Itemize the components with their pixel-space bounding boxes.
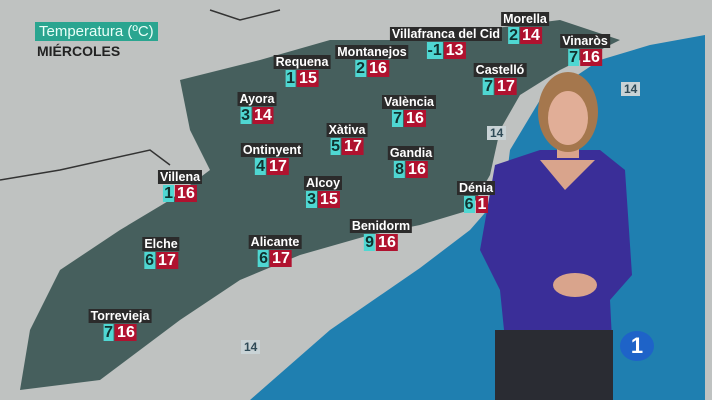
min-temp: 6 xyxy=(463,196,475,213)
city-name: València xyxy=(381,95,437,109)
city-name: Castelló xyxy=(473,63,527,77)
map-title: Temperatura (ºC) xyxy=(35,22,158,41)
min-temp: 1 xyxy=(163,185,175,202)
city-name: Alicante xyxy=(248,235,302,249)
max-temp: 16 xyxy=(367,60,389,77)
city-forecast: Requena 1 15 xyxy=(273,55,331,87)
min-temp: -1 xyxy=(426,42,443,59)
min-temp: 3 xyxy=(240,107,252,124)
max-temp: 16 xyxy=(376,234,398,251)
city-name: Benidorm xyxy=(349,219,413,233)
city-name: Requena xyxy=(273,55,331,69)
city-forecast: Alicante 6 17 xyxy=(248,235,302,267)
min-temp: 4 xyxy=(255,158,267,175)
channel-logo: 1 xyxy=(620,331,654,361)
max-temp: 17 xyxy=(270,250,292,267)
city-forecast: Castelló 7 17 xyxy=(473,63,527,95)
max-temp: 1 xyxy=(475,196,489,213)
min-temp: 1 xyxy=(285,70,297,87)
city-name: Gandia xyxy=(387,146,435,160)
min-temp: 5 xyxy=(330,138,342,155)
min-temp: 9 xyxy=(364,234,376,251)
city-forecast: Villafranca del Cid -1 13 xyxy=(389,27,503,59)
max-temp: 16 xyxy=(175,185,197,202)
city-forecast: Dénia 6 1 xyxy=(456,181,496,213)
city-name: Ayora xyxy=(237,92,277,106)
city-name: Vinaròs xyxy=(560,34,610,48)
min-temp: 6 xyxy=(144,252,156,269)
city-name: Elche xyxy=(142,237,180,251)
min-temp: 7 xyxy=(103,324,115,341)
city-forecast: Ayora 3 14 xyxy=(237,92,277,124)
max-temp: 15 xyxy=(318,191,340,208)
city-forecast: Montanejos 2 16 xyxy=(335,45,409,77)
city-forecast: Xàtiva 5 17 xyxy=(326,123,368,155)
city-forecast: Alcoy 3 15 xyxy=(303,176,343,208)
min-temp: 2 xyxy=(355,60,367,77)
city-name: Dénia xyxy=(456,181,496,195)
presenter xyxy=(480,72,632,400)
city-forecast: València 7 16 xyxy=(381,95,437,127)
min-temp: 8 xyxy=(394,161,406,178)
city-forecast: Elche 6 17 xyxy=(142,237,180,269)
min-temp: 7 xyxy=(568,49,580,66)
max-temp: 17 xyxy=(342,138,364,155)
city-name: Villafranca del Cid xyxy=(389,27,503,41)
city-forecast: Ontinyent 4 17 xyxy=(240,143,304,175)
city-forecast: Gandia 8 16 xyxy=(387,146,435,178)
city-name: Xàtiva xyxy=(326,123,368,137)
city-forecast: Benidorm 9 16 xyxy=(349,219,413,251)
max-temp: 13 xyxy=(443,42,466,59)
sea-temp-label: 14 xyxy=(487,126,507,140)
max-temp: 16 xyxy=(406,161,428,178)
min-temp: 2 xyxy=(508,27,520,44)
max-temp: 14 xyxy=(520,27,542,44)
city-forecast: Vinaròs 7 16 xyxy=(560,34,610,66)
max-temp: 15 xyxy=(297,70,319,87)
max-temp: 16 xyxy=(404,110,426,127)
city-name: Montanejos xyxy=(335,45,409,59)
max-temp: 16 xyxy=(115,324,137,341)
city-forecast: Villena 1 16 xyxy=(157,170,203,202)
city-forecast: Morella 2 14 xyxy=(501,12,549,44)
min-temp: 7 xyxy=(392,110,404,127)
sea-temp-label: 14 xyxy=(621,82,641,96)
sea-temp-label: 14 xyxy=(241,340,261,354)
min-temp: 3 xyxy=(306,191,318,208)
max-temp: 16 xyxy=(580,49,602,66)
min-temp: 6 xyxy=(258,250,270,267)
min-temp: 7 xyxy=(483,78,495,95)
max-temp: 17 xyxy=(495,78,517,95)
max-temp: 14 xyxy=(252,107,274,124)
city-name: Morella xyxy=(501,12,549,26)
max-temp: 17 xyxy=(156,252,178,269)
max-temp: 17 xyxy=(267,158,289,175)
day-label: MIÉRCOLES xyxy=(37,43,121,59)
city-name: Villena xyxy=(157,170,203,184)
city-name: Torrevieja xyxy=(88,309,152,323)
city-name: Ontinyent xyxy=(240,143,304,157)
city-name: Alcoy xyxy=(303,176,343,190)
city-forecast: Torrevieja 7 16 xyxy=(88,309,152,341)
